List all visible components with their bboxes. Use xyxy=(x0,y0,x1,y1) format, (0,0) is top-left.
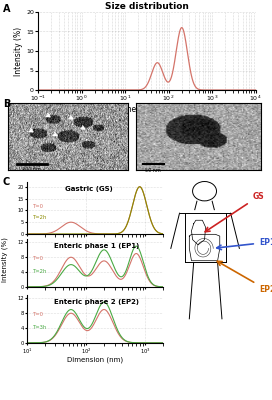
Text: C: C xyxy=(3,177,10,187)
Text: Enteric phase 2 (EP2): Enteric phase 2 (EP2) xyxy=(54,299,140,305)
Text: B: B xyxy=(3,99,10,109)
Text: Gastric (GS): Gastric (GS) xyxy=(65,186,113,192)
Text: T=0: T=0 xyxy=(33,312,44,318)
Text: T=2h: T=2h xyxy=(33,216,47,220)
Title: Size distribution: Size distribution xyxy=(105,2,189,11)
Text: Enteric phase 1 (EP1): Enteric phase 1 (EP1) xyxy=(54,243,140,249)
Text: EP1: EP1 xyxy=(217,238,272,250)
Y-axis label: Intensity (%): Intensity (%) xyxy=(14,26,23,76)
X-axis label: Dimension (nm): Dimension (nm) xyxy=(116,105,178,114)
Text: T=3h: T=3h xyxy=(33,325,47,330)
Text: T=2h: T=2h xyxy=(33,269,47,274)
Text: EP2: EP2 xyxy=(217,261,272,294)
Text: GS: GS xyxy=(205,192,264,232)
Text: A: A xyxy=(3,4,10,14)
X-axis label: Dimension (nm): Dimension (nm) xyxy=(67,357,123,364)
Text: T=0: T=0 xyxy=(33,256,44,262)
Text: 200 nm: 200 nm xyxy=(22,168,41,172)
Text: T=0: T=0 xyxy=(33,204,44,209)
Text: Intensity (%): Intensity (%) xyxy=(1,238,8,282)
Text: 50 nm: 50 nm xyxy=(145,168,161,173)
